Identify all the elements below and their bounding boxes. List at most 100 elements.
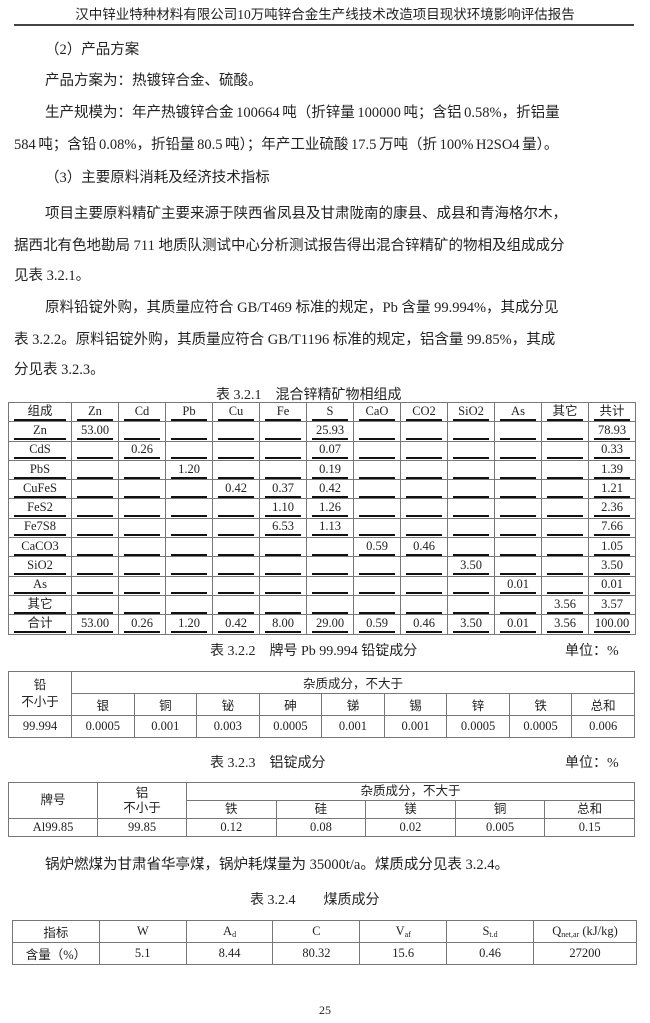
cell-text [500,481,536,498]
table-cell [306,594,354,616]
cell-text [171,577,207,595]
cell-text: 2.36 [594,500,630,518]
table-cell: 1.10 [259,498,307,519]
column-header: 铋 [196,693,260,716]
cell-text: CuFeS [14,481,66,498]
table-cell: 1.13 [306,517,354,539]
table-cell: 0.26 [118,614,166,635]
cell-text [265,539,301,556]
cell-text [453,500,489,518]
table-cell [400,556,448,577]
table-cell [400,575,448,596]
table-cell: 0.01 [494,614,542,635]
column-header: As [494,401,542,423]
cell-text [500,558,536,576]
table-cell: 0.46 [400,537,448,558]
table-row: CdS 0.26 0.07 0.33 [8,440,636,461]
table-cell: 0.33 [588,440,636,461]
cell-text: 0.01 [594,577,630,595]
row-label: Fe7S8 [8,517,72,539]
table-cell: 53.00 [71,614,119,635]
table-cell: 0.07 [306,440,354,461]
table-cell [71,594,119,616]
cell-text: 组成 [14,404,66,421]
cell-text [406,500,442,518]
row-label: CaCO3 [8,537,72,558]
cell-text [453,519,489,537]
cell-text: PbS [14,462,66,479]
table-cell [71,498,119,519]
table-row: 99.994 0.0005 0.001 0.003 0.0005 0.001 0.001 0.… [8,715,635,738]
cell-text [453,539,489,556]
column-header: 砷 [258,693,323,716]
cell-text: FeS2 [14,500,66,518]
table3-caption: 表 3.2.3 铝锭成分 [210,756,326,771]
table-cell: 29.00 [306,614,354,635]
column-header: 铜 [454,800,546,819]
table-cell [259,440,307,461]
table-cell [541,498,589,519]
table-cell [541,575,589,596]
table-cell: 99.85 [97,818,187,837]
cell-text [171,423,207,440]
cell-text: 53.00 [77,616,113,633]
table-cell [118,498,166,519]
header-main: V [395,924,405,938]
column-header: 总和 [571,693,635,716]
cell-text [171,597,207,614]
impurity-header: 杂质成分，不大于 [186,782,635,801]
table-cell: 1.39 [588,459,636,481]
column-header: 锌 [446,693,510,716]
table-cell [353,459,401,481]
table-cell [212,537,260,558]
table-cell: 7.66 [588,517,636,539]
table-cell [494,537,542,558]
column-header: C [272,920,361,943]
table-cell [541,479,589,500]
cell-text [547,481,583,498]
row-label: 其它 [8,594,72,616]
cell-text: Fe7S8 [14,519,66,537]
cell-text: 0.42 [218,616,254,633]
table-cell: 8.00 [259,614,307,635]
table-cell [400,479,448,500]
cell-text: 0.01 [500,616,536,633]
aluminum-ingot-composition-table: 牌号铝不小于 杂质成分，不大于铁硅镁铜总和 Al99.85 99.85 0.12 0.08… [8,782,635,837]
table-cell: 0.02 [365,818,456,837]
cell-text [265,462,301,479]
cell-text [312,597,348,614]
cell-text [218,462,254,479]
aluminum-header: 铝不小于 [97,782,187,819]
table-cell: 0.006 [571,715,635,738]
table-cell [71,440,119,461]
cell-text [265,442,301,460]
cell-text [500,539,536,556]
table-cell [118,537,166,558]
table-cell: 含量（%） [12,942,100,965]
table-cell [494,440,542,461]
table-cell: 0.19 [306,459,354,481]
header-unit: (kJ/kg) [579,924,618,938]
table-cell: 25.93 [306,421,354,442]
lead-sublabel: 不小于 [21,694,59,709]
cell-text: 0.19 [312,462,348,479]
column-header: St.d [446,920,534,943]
table-cell [118,517,166,539]
cell-text: S [312,404,348,421]
table-cell: 100.00 [588,614,636,635]
cell-text [124,500,160,518]
column-header: Pb [165,401,213,423]
table-cell [71,517,119,539]
cell-text [359,558,395,576]
cell-text: 3.57 [594,597,630,614]
cell-text: 共计 [594,404,630,421]
table-cell [259,459,307,481]
header-main: S [482,924,490,938]
table-cell [212,440,260,461]
table-cell [400,517,448,539]
table-row: 其它 3.56 3.57 [8,594,636,616]
cell-text: 0.46 [406,539,442,556]
table-cell [447,498,495,519]
column-header: Fe [259,401,307,423]
aluminum-label: 铝 [135,785,149,800]
